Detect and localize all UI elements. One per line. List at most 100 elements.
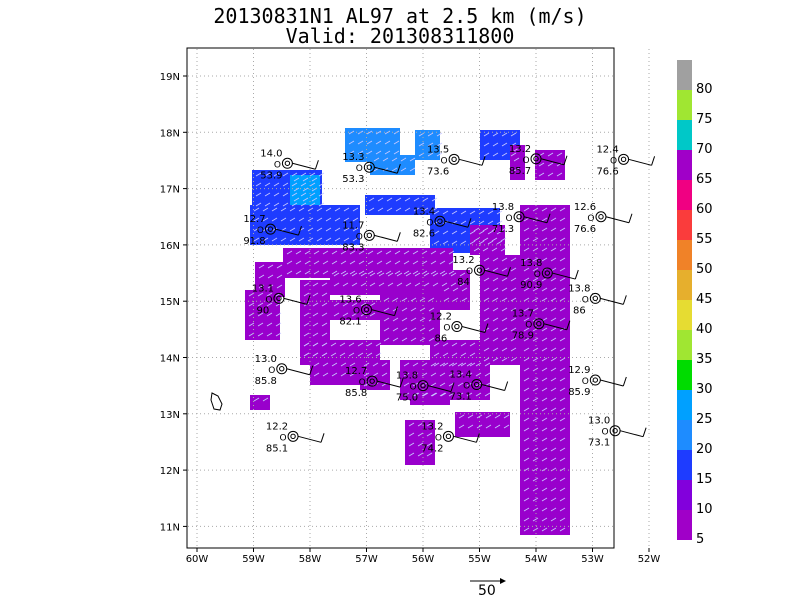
station-value-top: 12.6 bbox=[574, 202, 596, 213]
station-plot: O13.4 82.6 bbox=[413, 206, 472, 239]
station-value-top: 13.8 bbox=[396, 371, 418, 382]
colorbar-label: 75 bbox=[696, 112, 713, 127]
lat-tick-label: 14N bbox=[160, 354, 180, 365]
svg-text:O: O bbox=[443, 324, 450, 334]
lon-tick-label: 56W bbox=[412, 554, 435, 565]
station-value-top: 13.0 bbox=[255, 354, 277, 365]
station-plot: O13.5 73.6 bbox=[427, 144, 486, 177]
station-plot: O13.0 73.1 bbox=[588, 416, 647, 449]
svg-text:O: O bbox=[280, 433, 287, 443]
lon-tick-label: 55W bbox=[468, 554, 491, 565]
svg-text:O: O bbox=[534, 270, 541, 280]
svg-text:O: O bbox=[257, 226, 264, 236]
station-value-bottom: 82.6 bbox=[413, 228, 435, 239]
station-value-bottom: 86 bbox=[435, 334, 448, 345]
station-value-top: 13.1 bbox=[252, 283, 274, 294]
island-outline bbox=[210, 392, 223, 411]
station-plot: O13.0 85.8 bbox=[255, 354, 314, 387]
colorbar-segment bbox=[677, 240, 692, 270]
colorbar-segment bbox=[677, 180, 692, 210]
colorbar-segment bbox=[677, 390, 692, 420]
station-value-top: 13.2 bbox=[452, 255, 474, 266]
station-value-top: 12.2 bbox=[430, 312, 452, 323]
station-value-top: 11.7 bbox=[342, 220, 364, 231]
station-value-bottom: 53.9 bbox=[260, 170, 282, 181]
colorbar-segment bbox=[677, 60, 692, 90]
svg-text:O: O bbox=[602, 428, 609, 438]
colorbar-label: 40 bbox=[696, 322, 713, 337]
colorbar-label: 25 bbox=[696, 412, 713, 427]
station-value-top: 13.2 bbox=[509, 144, 531, 155]
station-value-top: 13.6 bbox=[339, 295, 361, 306]
svg-text:O: O bbox=[441, 156, 448, 166]
lat-tick-label: 11N bbox=[160, 522, 180, 533]
station-plot: O13.8 86 bbox=[568, 283, 627, 316]
lat-tick-label: 19N bbox=[160, 72, 180, 83]
station-plot: O12.4 76.6 bbox=[596, 144, 656, 177]
station-value-bottom: 85.1 bbox=[266, 443, 288, 454]
station-plot: O12.7 91.8 bbox=[243, 214, 302, 247]
colorbar-segment bbox=[677, 510, 692, 540]
svg-text:O: O bbox=[525, 321, 532, 331]
colorbar-label: 5 bbox=[696, 532, 705, 547]
station-value-bottom: 90 bbox=[257, 305, 270, 316]
station-value-top: 12.9 bbox=[568, 365, 590, 376]
station-plots: O14.053.9O13.353.3O13.573.6O13.285.7O12.… bbox=[243, 144, 656, 454]
svg-text:O: O bbox=[353, 307, 360, 317]
station-plot: O13.8 75.0 bbox=[396, 371, 455, 404]
axis-ticks: 60W 59W 58W 57W 56W 55W 54W 53W 52W 19N 18N 17N 16N 1… bbox=[160, 72, 661, 565]
station-value-top: 13.4 bbox=[413, 206, 435, 217]
colorbar-segment bbox=[677, 120, 692, 150]
svg-text:O: O bbox=[426, 218, 433, 228]
station-value-bottom: 76.6 bbox=[596, 166, 618, 177]
station-plot: O12.7 85.8 bbox=[345, 366, 404, 399]
lon-tick-label: 53W bbox=[581, 554, 604, 565]
reference-vector bbox=[470, 578, 506, 584]
station-plot: O13.8 90.9 bbox=[520, 258, 579, 291]
station-value-bottom: 85.9 bbox=[568, 387, 590, 398]
wind-vector-field bbox=[248, 130, 566, 532]
station-value-top: 12.7 bbox=[243, 214, 265, 225]
station-plot: O13.8 71.3 bbox=[492, 202, 551, 235]
station-value-top: 12.7 bbox=[345, 366, 367, 377]
colorbar-label: 20 bbox=[696, 442, 713, 457]
lon-tick-label: 52W bbox=[638, 554, 661, 565]
colorbar-segment bbox=[677, 90, 692, 120]
station-plot: O11.7 83.3 bbox=[342, 220, 401, 253]
map-title-line1: 20130831N1 AL97 at 2.5 km (m/s) bbox=[213, 4, 587, 28]
reference-vector-label: 50 bbox=[478, 583, 496, 599]
station-value-top: 13.0 bbox=[588, 416, 610, 427]
station-value-bottom: 82.1 bbox=[339, 317, 361, 328]
colorbar-label: 50 bbox=[696, 262, 713, 277]
lat-lon-grid bbox=[188, 49, 650, 547]
svg-text:O: O bbox=[463, 382, 470, 392]
colorbar-segment bbox=[677, 450, 692, 480]
colorbar-label: 10 bbox=[696, 502, 713, 517]
colorbar-label: 45 bbox=[696, 292, 713, 307]
station-plot: O13.7 78.9 bbox=[512, 309, 571, 342]
svg-text:O: O bbox=[506, 214, 513, 224]
colorbar-segment bbox=[677, 300, 692, 330]
station-plot: O13.2 84 bbox=[452, 255, 511, 288]
lon-tick-label: 54W bbox=[525, 554, 548, 565]
colorbar-segment bbox=[677, 360, 692, 390]
station-value-top: 12.2 bbox=[266, 421, 288, 432]
station-plot: O12.2 86 bbox=[430, 312, 489, 345]
svg-text:O: O bbox=[582, 295, 589, 305]
station-plot: O14.0 53.9 bbox=[260, 148, 319, 181]
station-value-top: 13.5 bbox=[427, 144, 449, 155]
station-plot: O13.2 85.7 bbox=[509, 144, 568, 177]
station-value-top: 14.0 bbox=[260, 148, 282, 159]
svg-text:O: O bbox=[268, 366, 275, 376]
station-value-bottom: 73.6 bbox=[427, 166, 449, 177]
lat-tick-label: 15N bbox=[160, 297, 180, 308]
station-value-bottom: 84 bbox=[457, 277, 470, 288]
station-value-top: 12.4 bbox=[596, 144, 618, 155]
station-value-top: 13.3 bbox=[342, 152, 364, 163]
station-plot: O13.6 82.1 bbox=[339, 295, 398, 328]
svg-text:O: O bbox=[522, 156, 529, 166]
station-value-bottom: 74.2 bbox=[421, 443, 443, 454]
colorbar-segment bbox=[677, 330, 692, 360]
svg-text:O: O bbox=[582, 377, 589, 387]
station-plot: O13.2 74.2 bbox=[421, 421, 480, 454]
